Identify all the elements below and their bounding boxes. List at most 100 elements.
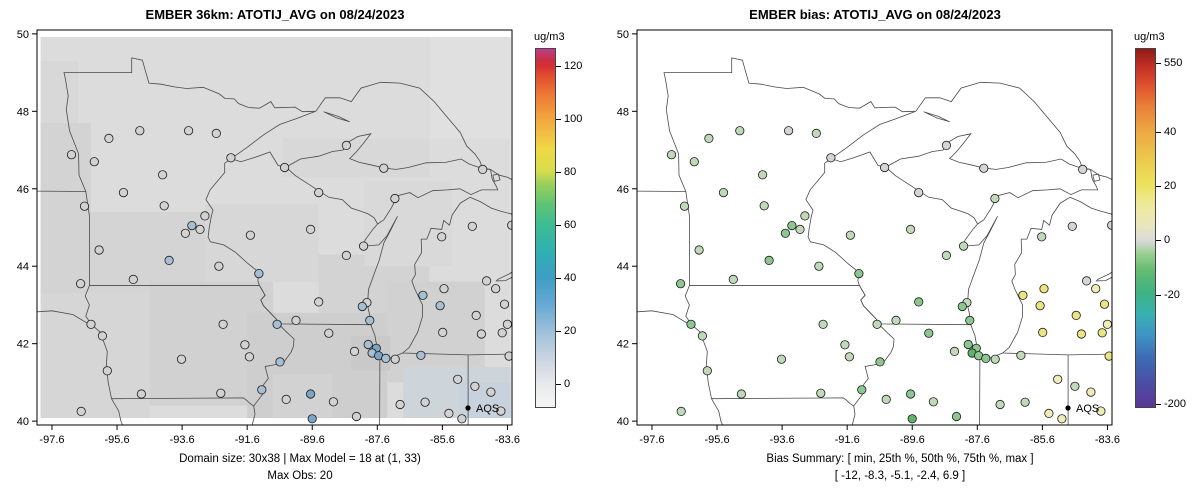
obs-site-dot bbox=[453, 374, 463, 384]
obs-site-dot bbox=[176, 354, 187, 364]
obs-site-dot bbox=[118, 188, 129, 198]
state-border bbox=[315, 81, 491, 170]
state-border bbox=[492, 173, 501, 182]
obs-site-dot bbox=[689, 157, 699, 167]
state-border bbox=[831, 151, 998, 326]
obs-site-dot bbox=[905, 224, 916, 234]
obs-site-dot bbox=[718, 188, 729, 198]
x-tick-label: -95.6 bbox=[104, 434, 129, 446]
obs-site-dot bbox=[957, 301, 967, 312]
x-tick-label: -87.6 bbox=[365, 434, 390, 446]
y-tick-label: 46 bbox=[17, 184, 29, 196]
x-tick-label: -85.6 bbox=[1030, 434, 1055, 446]
aqs-legend-dot bbox=[1065, 405, 1071, 411]
obs-site-dot bbox=[679, 201, 690, 211]
state-border bbox=[285, 133, 499, 225]
obs-site-dot bbox=[1081, 276, 1092, 286]
obs-site-dot bbox=[666, 150, 677, 160]
obs-site-dot bbox=[800, 211, 810, 221]
x-tick-label: -83.6 bbox=[495, 434, 520, 446]
obs-site-dot bbox=[704, 133, 714, 143]
obs-site-dot bbox=[416, 350, 426, 360]
obs-site-dot bbox=[437, 232, 447, 242]
state-border bbox=[1092, 173, 1101, 182]
obs-site-dot bbox=[845, 230, 855, 240]
obs-site-dot bbox=[787, 221, 797, 231]
right-map-plot: AQS -97.6 -95.6 -93.6 -91.6 -89.6 -87.6 -85.6 -8… bbox=[617, 29, 1120, 446]
obs-site-dot bbox=[1078, 164, 1088, 174]
right-panel-title: EMBER bias: ATOTIJ_AVG on 08/24/2023 bbox=[749, 7, 1001, 22]
left-colorbar bbox=[535, 48, 556, 408]
obs-site-dot bbox=[467, 221, 477, 231]
obs-site-dot bbox=[86, 319, 96, 329]
obs-site-dot bbox=[1102, 319, 1112, 329]
x-tick-label: -93.6 bbox=[770, 434, 795, 446]
obs-site-dot bbox=[776, 354, 787, 364]
y-tick-label: 46 bbox=[617, 184, 629, 196]
obs-site-dot bbox=[314, 297, 324, 307]
aqs-legend-dot bbox=[465, 405, 471, 411]
obs-site-dot bbox=[694, 245, 704, 255]
state-border bbox=[323, 111, 350, 123]
x-tick-label: -97.6 bbox=[639, 434, 664, 446]
state-border bbox=[915, 81, 1091, 170]
obs-site-dot bbox=[418, 290, 428, 300]
right-colorbar-unit-label: ug/m3 bbox=[1134, 31, 1165, 43]
obs-site-dot bbox=[1071, 310, 1081, 320]
obs-site-dot bbox=[881, 394, 891, 404]
obs-site-dot bbox=[187, 221, 197, 231]
obs-site-dot bbox=[478, 164, 488, 174]
obs-site-dot bbox=[499, 299, 510, 309]
obs-site-dot bbox=[676, 406, 686, 416]
obs-site-dot bbox=[281, 394, 291, 404]
obs-site-dot bbox=[758, 170, 768, 180]
obs-site-dot bbox=[1086, 387, 1096, 397]
obs-site-dot bbox=[1038, 327, 1048, 337]
obs-site-dot bbox=[1016, 350, 1026, 360]
obs-site-dot bbox=[854, 268, 864, 279]
obs-site-dot bbox=[1039, 284, 1049, 294]
y-tick-label: 42 bbox=[17, 339, 29, 351]
obs-site-dot bbox=[1097, 328, 1107, 338]
obs-site-dot bbox=[1018, 290, 1028, 300]
obs-site-dot bbox=[1099, 299, 1110, 309]
obs-site-dot bbox=[438, 327, 448, 337]
obs-site-dot bbox=[891, 315, 901, 325]
x-tick-label: -89.6 bbox=[300, 434, 325, 446]
obs-site-dot bbox=[470, 381, 480, 391]
obs-site-dot bbox=[963, 339, 973, 350]
obs-site-dot bbox=[358, 241, 369, 251]
obs-site-dot bbox=[305, 389, 316, 399]
x-tick-label: -93.6 bbox=[170, 434, 195, 446]
obs-site-dot bbox=[180, 228, 190, 238]
obs-site-dot bbox=[924, 328, 934, 338]
x-tick-label: -89.6 bbox=[900, 434, 925, 446]
obs-site-dot bbox=[200, 211, 210, 221]
x-tick-label: -83.6 bbox=[1095, 434, 1120, 446]
obs-site-dot bbox=[76, 406, 86, 416]
obs-site-dot bbox=[395, 399, 405, 410]
obs-site-dot bbox=[941, 250, 951, 260]
obs-site-dot bbox=[702, 366, 712, 376]
y-tick-label: 48 bbox=[617, 106, 629, 118]
obs-site-dot bbox=[1035, 301, 1045, 311]
plot-frame bbox=[36, 29, 513, 426]
obs-site-dot bbox=[79, 201, 90, 211]
obs-site-dot bbox=[1104, 351, 1112, 361]
state-border bbox=[251, 405, 256, 425]
obs-site-dot bbox=[226, 153, 236, 163]
left-caption-line1: Domain size: 30x38 | Max Model = 18 at (… bbox=[179, 453, 421, 465]
obs-site-dot bbox=[275, 357, 285, 367]
obs-site-dot bbox=[363, 339, 373, 350]
right-caption: Bias Summary: [ min, 25th %, 50th %, 75t… bbox=[600, 451, 1200, 485]
obs-site-dot bbox=[128, 274, 138, 284]
obs-site-dot bbox=[928, 397, 938, 407]
obs-site-dot bbox=[914, 297, 924, 307]
obs-site-dot bbox=[736, 389, 746, 399]
right-colorbar bbox=[1135, 48, 1156, 408]
obs-site-dot bbox=[341, 250, 351, 260]
obs-site-dot bbox=[697, 331, 708, 341]
state-border bbox=[111, 398, 123, 425]
state-border bbox=[490, 169, 512, 181]
obs-site-dot bbox=[814, 261, 824, 271]
